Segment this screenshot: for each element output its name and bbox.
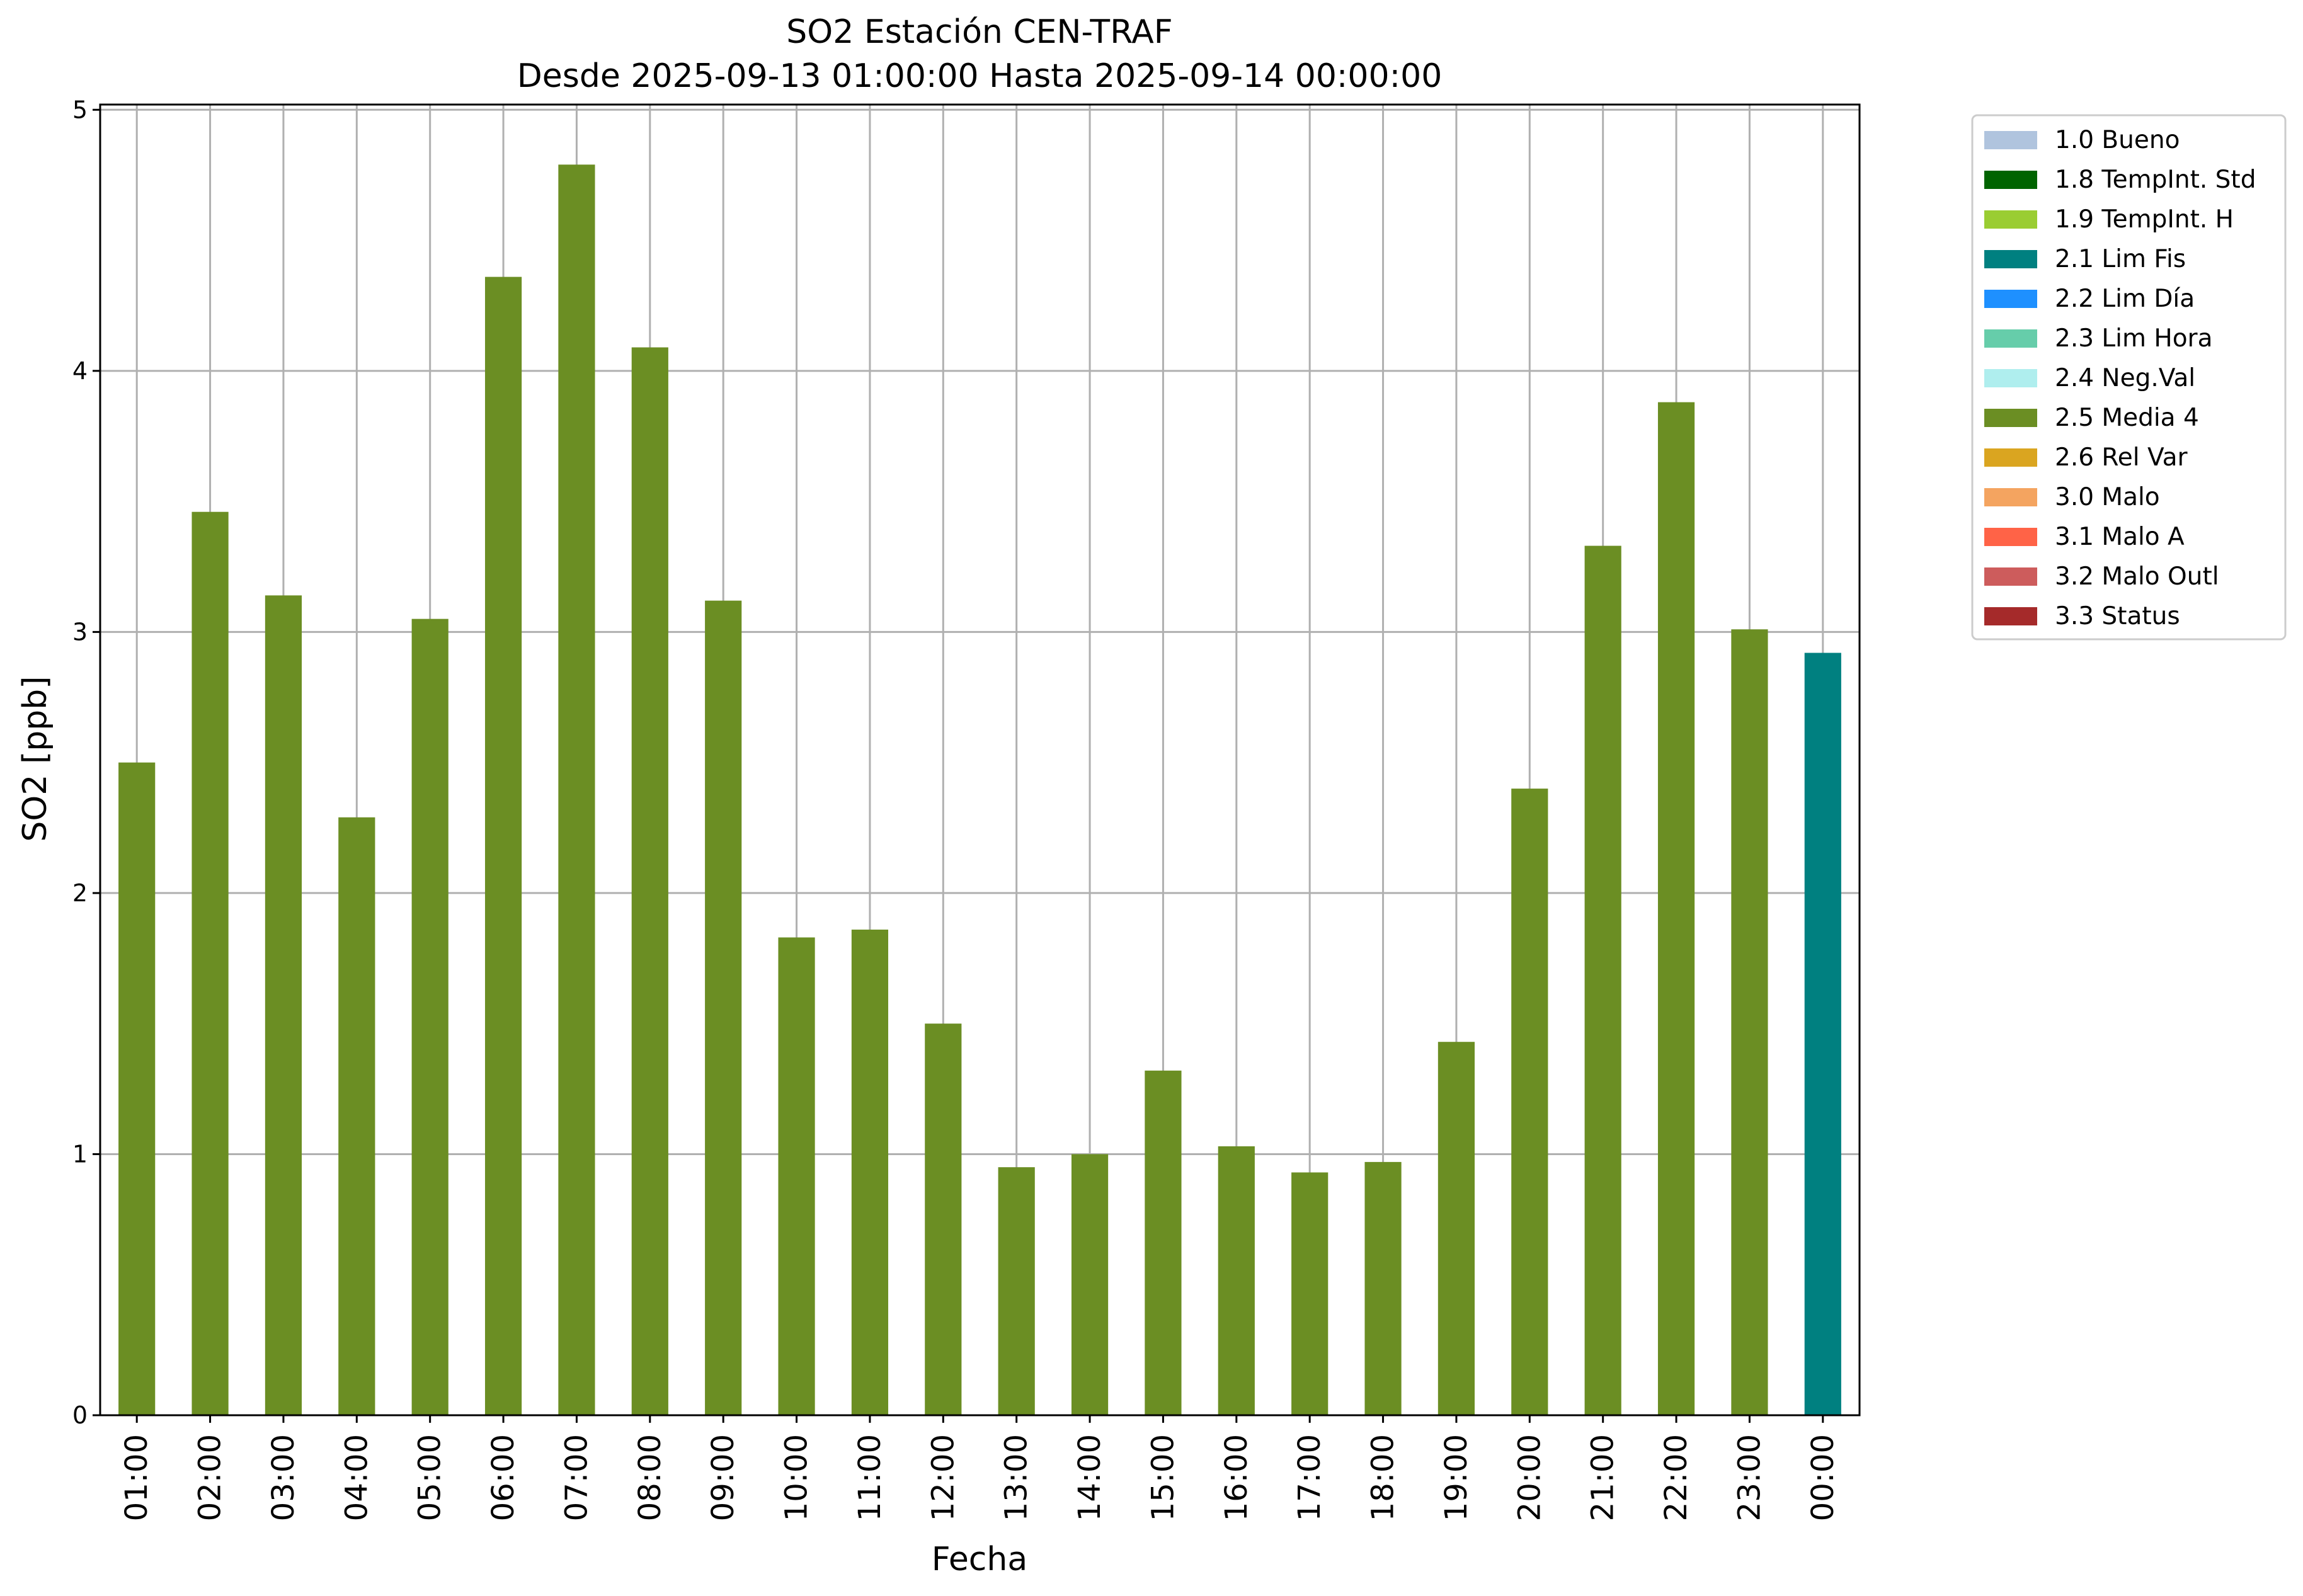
legend: 1.0 Bueno 1.8 TempInt. Std 1.9 TempInt. H 2… xyxy=(1971,114,2287,641)
bar-21:00 xyxy=(1584,545,1621,1415)
x-tick-label: 22:00 xyxy=(1659,1434,1694,1521)
x-axis: 01:00 02:00 03:00 04:00 05:00 06:00 07:00 08:00… xyxy=(119,1415,1841,1521)
x-tick-label: 00:00 xyxy=(1805,1434,1841,1521)
bar-04:00 xyxy=(338,817,375,1415)
bar-19:00 xyxy=(1437,1042,1475,1415)
legend-swatch xyxy=(1984,250,2037,268)
legend-box xyxy=(1971,114,2287,641)
legend-label: 2.3 Lim Hora xyxy=(2055,324,2213,353)
plot-frame xyxy=(99,103,1861,1416)
y-tick-label: 2 xyxy=(72,879,88,907)
chart-subtitle: Desde 2025-09-13 01:00:00 Hasta 2025-09-… xyxy=(517,57,1443,95)
x-tick-label: 17:00 xyxy=(1292,1434,1327,1521)
y-tick-label: 3 xyxy=(72,618,88,646)
bar-18:00 xyxy=(1364,1161,1402,1415)
y-tick-label: 5 xyxy=(72,96,88,123)
bar-10:00 xyxy=(778,937,815,1415)
legend-swatch xyxy=(1984,369,2037,387)
legend-label: 1.9 TempInt. H xyxy=(2055,205,2234,234)
x-tick-label: 01:00 xyxy=(119,1434,154,1521)
legend-label: 2.4 Neg.Val xyxy=(2055,364,2195,392)
legend-label: 1.0 Bueno xyxy=(2055,126,2180,154)
chart-title: SO2 Estación CEN-TRAF xyxy=(786,13,1172,51)
bar-20:00 xyxy=(1511,789,1548,1415)
legend-label: 2.5 Media 4 xyxy=(2055,404,2199,432)
x-tick-label: 10:00 xyxy=(779,1434,814,1521)
legend-swatch xyxy=(1984,131,2037,149)
bar-15:00 xyxy=(1145,1070,1182,1415)
bar-03:00 xyxy=(265,595,302,1415)
bar-07:00 xyxy=(558,164,595,1416)
x-tick-label: 08:00 xyxy=(632,1434,668,1521)
x-tick-label: 21:00 xyxy=(1586,1434,1621,1521)
bar-05:00 xyxy=(411,618,449,1415)
bar-09:00 xyxy=(705,600,742,1416)
x-tick-label: 03:00 xyxy=(266,1434,301,1521)
x-tick-label: 16:00 xyxy=(1219,1434,1254,1521)
bar-22:00 xyxy=(1657,402,1695,1416)
legend-label: 2.1 Lim Fis xyxy=(2055,245,2186,273)
legend-label: 3.1 Malo A xyxy=(2055,523,2185,551)
x-tick-label: 23:00 xyxy=(1732,1434,1767,1521)
x-axis-label: Fecha xyxy=(932,1541,1027,1578)
bar-08:00 xyxy=(631,347,668,1415)
x-tick-label: 02:00 xyxy=(193,1434,228,1521)
y-tick-label: 0 xyxy=(72,1401,88,1429)
bar-13:00 xyxy=(998,1167,1035,1415)
legend-swatch xyxy=(1984,290,2037,308)
bar-11:00 xyxy=(851,929,889,1415)
bar-02:00 xyxy=(191,511,229,1415)
x-tick-label: 06:00 xyxy=(486,1434,521,1521)
legend-label: 1.8 TempInt. Std xyxy=(2055,166,2256,194)
x-tick-label: 04:00 xyxy=(339,1434,374,1521)
legend-swatch xyxy=(1984,409,2037,427)
x-tick-label: 15:00 xyxy=(1145,1434,1180,1521)
x-tick-label: 19:00 xyxy=(1439,1434,1474,1521)
legend-swatch xyxy=(1984,171,2037,189)
bar-23:00 xyxy=(1731,629,1768,1416)
legend-label: 2.6 Rel Var xyxy=(2055,443,2188,472)
y-tick-label: 1 xyxy=(72,1140,88,1168)
x-tick-label: 18:00 xyxy=(1366,1434,1401,1521)
legend-swatch xyxy=(1984,448,2037,467)
x-tick-label: 07:00 xyxy=(559,1434,594,1521)
x-tick-label: 13:00 xyxy=(999,1434,1034,1521)
x-tick-label: 12:00 xyxy=(925,1434,961,1521)
x-tick-label: 11:00 xyxy=(852,1434,888,1521)
x-tick-label: 14:00 xyxy=(1072,1434,1107,1521)
x-tick-label: 05:00 xyxy=(413,1434,448,1521)
legend-swatch xyxy=(1984,329,2037,348)
legend-label: 3.0 Malo xyxy=(2055,483,2160,511)
y-tick-label: 4 xyxy=(72,357,88,385)
legend-swatch xyxy=(1984,488,2037,506)
legend-swatch xyxy=(1984,528,2037,546)
x-tick-label: 09:00 xyxy=(706,1434,741,1521)
legend-swatch xyxy=(1984,210,2037,229)
bar-12:00 xyxy=(925,1023,962,1415)
legend-label: 2.2 Lim Día xyxy=(2055,285,2195,313)
bar-14:00 xyxy=(1071,1154,1109,1415)
legend-swatch xyxy=(1984,567,2037,586)
legend-swatch xyxy=(1984,607,2037,625)
bar-17:00 xyxy=(1291,1172,1329,1415)
y-axis-label: SO2 [ppb] xyxy=(16,676,54,841)
legend-label: 3.3 Status xyxy=(2055,602,2180,630)
bar-06:00 xyxy=(484,276,522,1415)
x-tick-label: 20:00 xyxy=(1512,1434,1547,1521)
bar-16:00 xyxy=(1218,1146,1255,1415)
bars xyxy=(118,164,1841,1416)
bar-00:00 xyxy=(1804,653,1841,1415)
y-axis: 0 1 2 3 4 5 xyxy=(72,96,100,1429)
legend-label: 3.2 Malo Outl xyxy=(2055,562,2219,591)
bar-01:00 xyxy=(118,762,156,1415)
